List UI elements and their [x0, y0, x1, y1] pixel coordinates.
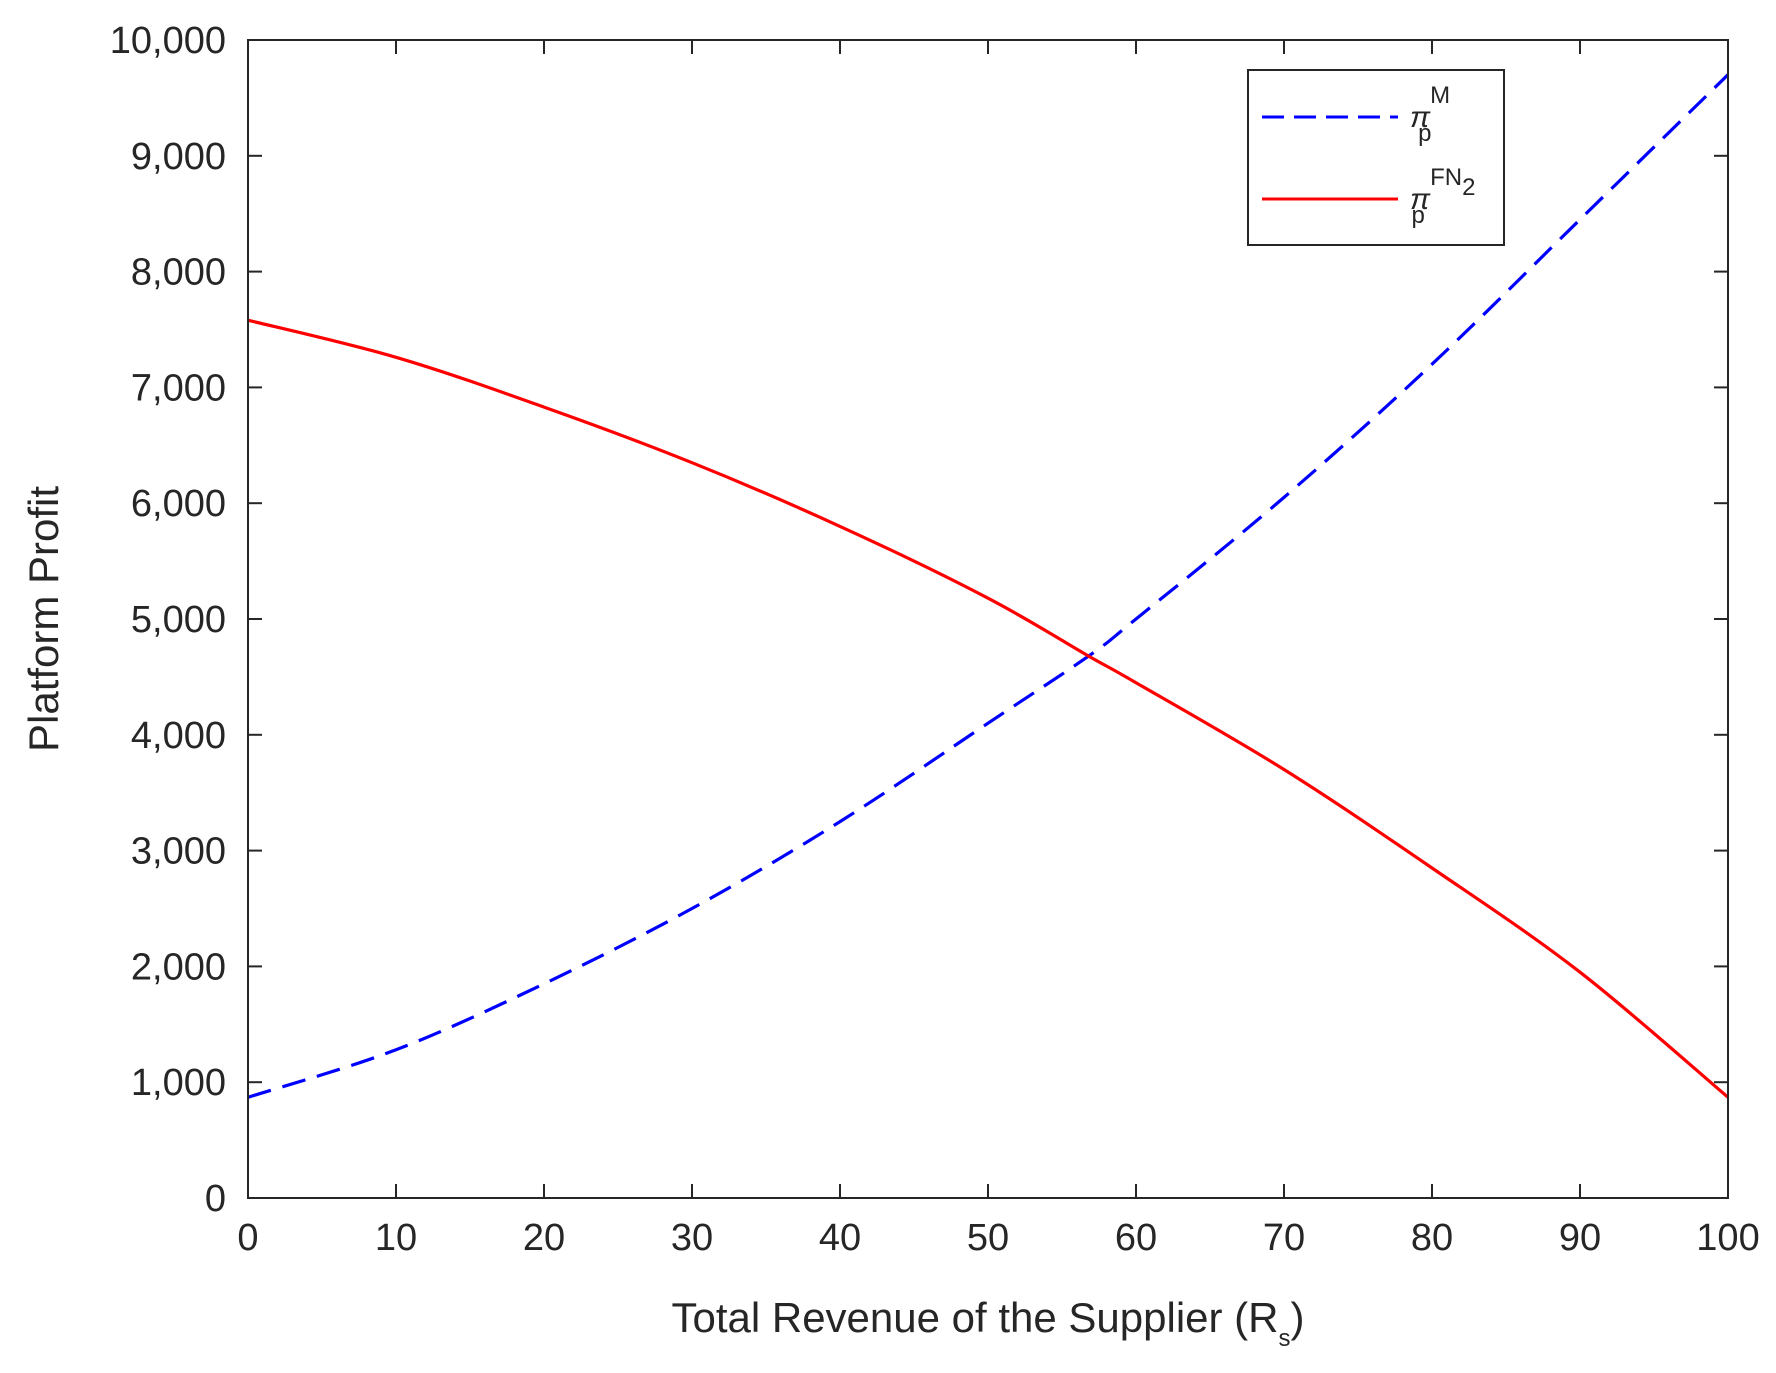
- x-axis-title: Total Revenue of the Supplier (Rs): [671, 1294, 1304, 1352]
- x-tick-label: 30: [671, 1217, 713, 1259]
- series-line-pi-p-m: [247, 73, 1730, 1099]
- legend-label-pi-p-fn2: πFN2 p: [1410, 164, 1475, 229]
- legend-box: [1247, 69, 1505, 246]
- y-tick-label: 0: [205, 1178, 226, 1220]
- x-tick-label: 20: [523, 1217, 565, 1259]
- y-tick-label: 4,000: [131, 715, 226, 757]
- series-line-pi-p-fn2: [247, 318, 1730, 1099]
- chart-marks: [247, 73, 1730, 1099]
- legend-label-pi-p-m: πM p: [1410, 82, 1450, 147]
- y-tick-label: 7,000: [131, 367, 226, 409]
- x-tick-label: 100: [1696, 1217, 1759, 1259]
- y-axis-title: Platform Profit: [20, 486, 67, 752]
- y-tick-label: 5,000: [131, 599, 226, 641]
- plot-area: [248, 40, 1728, 1198]
- x-tick-label: 0: [237, 1217, 258, 1259]
- x-tick-label: 90: [1559, 1217, 1601, 1259]
- y-tick-label: 8,000: [131, 252, 226, 294]
- legend: πM p πFN2 p: [1247, 69, 1505, 246]
- y-tick-label: 10,000: [110, 20, 226, 62]
- axis-ticks: 0 10 20 30 40 50 60 70 80 90 100 0 1,000 2,000 3,000 4,…: [110, 20, 1760, 1259]
- y-tick-label: 9,000: [131, 136, 226, 178]
- y-tick-label: 2,000: [131, 946, 226, 988]
- x-tick-label: 50: [967, 1217, 1009, 1259]
- y-tick-label: 3,000: [131, 831, 226, 873]
- y-tick-label: 6,000: [131, 483, 226, 525]
- x-tick-label: 80: [1411, 1217, 1453, 1259]
- x-tick-label: 60: [1115, 1217, 1157, 1259]
- y-tick-label: 1,000: [131, 1062, 226, 1104]
- x-axis-title-subscript: s: [1279, 1325, 1291, 1352]
- x-tick-label: 10: [375, 1217, 417, 1259]
- x-tick-label: 70: [1263, 1217, 1305, 1259]
- x-tick-label: 40: [819, 1217, 861, 1259]
